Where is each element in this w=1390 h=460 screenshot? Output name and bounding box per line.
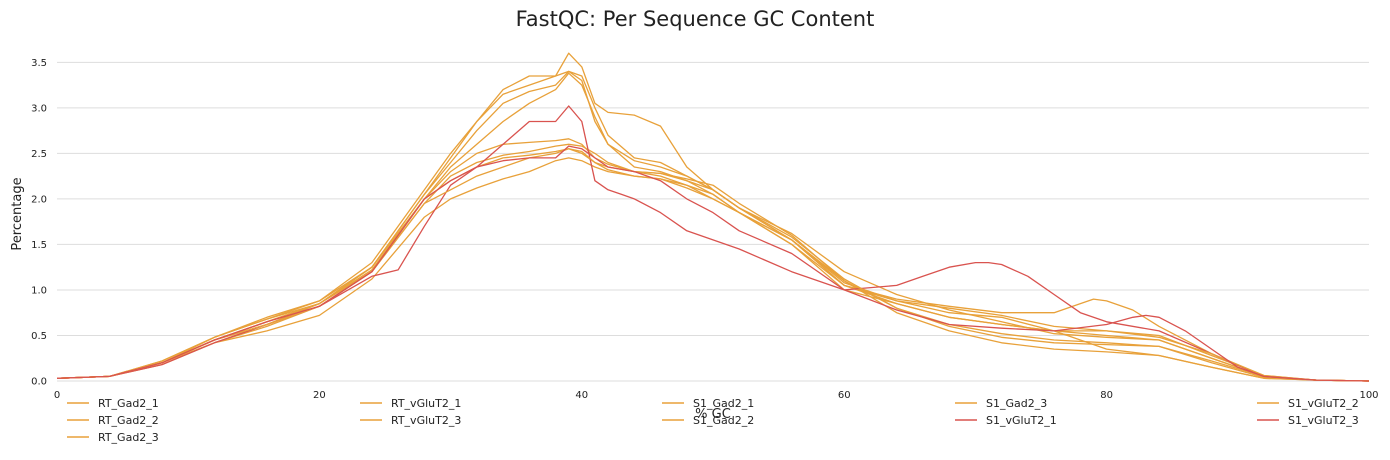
series-line-rt-vglut2-1 bbox=[56, 143, 1370, 382]
legend-label: S1_Gad2_3 bbox=[986, 397, 1047, 410]
legend-label: S1_Gad2_1 bbox=[693, 397, 754, 410]
y-tick-label: 3.5 bbox=[31, 58, 47, 69]
legend-label: S1_vGluT2_2 bbox=[1288, 397, 1359, 410]
y-tick-label: 1.5 bbox=[31, 240, 47, 251]
x-tick-label: 20 bbox=[313, 390, 326, 401]
legend-item-s1-gad2-2[interactable]: S1_Gad2_2 bbox=[662, 414, 754, 427]
x-tick-label: 100 bbox=[1359, 390, 1378, 401]
legend-item-rt-vglut2-1[interactable]: RT_vGluT2_1 bbox=[360, 397, 461, 410]
y-tick-label: 0.5 bbox=[31, 331, 47, 342]
x-tick-label: 40 bbox=[575, 390, 588, 401]
x-tick-labels: 0 20 40 60 80 100 bbox=[54, 390, 1379, 401]
series-line-rt-vglut2-3 bbox=[56, 70, 1370, 382]
legend-item-rt-vglut2-3[interactable]: RT_vGluT2_3 bbox=[360, 414, 461, 427]
legend-label: S1_Gad2_2 bbox=[693, 414, 754, 427]
legend-label: RT_Gad2_1 bbox=[98, 397, 159, 410]
series-lines bbox=[56, 52, 1370, 382]
legend-item-rt-gad2-1[interactable]: RT_Gad2_1 bbox=[67, 397, 159, 410]
legend-label: RT_Gad2_3 bbox=[98, 431, 159, 444]
y-tick-label: 2.5 bbox=[31, 149, 47, 160]
y-tick-label: 1.0 bbox=[31, 285, 47, 296]
legend-item-s1-vglut2-2[interactable]: S1_vGluT2_2 bbox=[1257, 397, 1359, 410]
legend-item-s1-gad2-3[interactable]: S1_Gad2_3 bbox=[955, 397, 1047, 410]
legend-label: S1_vGluT2_3 bbox=[1288, 414, 1359, 427]
legend-item-rt-gad2-3[interactable]: RT_Gad2_3 bbox=[67, 431, 159, 444]
legend-item-s1-gad2-1[interactable]: S1_Gad2_1 bbox=[662, 397, 754, 410]
y-tick-label: 2.0 bbox=[31, 194, 47, 205]
series-line-s1-vglut2-3 bbox=[56, 145, 1370, 382]
series-line-rt-gad2-2 bbox=[56, 138, 1370, 382]
series-line-s1-gad2-3 bbox=[56, 72, 1370, 382]
legend-item-s1-vglut2-1[interactable]: S1_vGluT2_1 bbox=[955, 414, 1057, 427]
series-line-rt-gad2-3 bbox=[56, 148, 1370, 382]
legend: RT_Gad2_1 RT_Gad2_2 RT_Gad2_3 RT_vGluT2_1 RT… bbox=[67, 397, 1359, 444]
x-tick-label: 60 bbox=[838, 390, 851, 401]
legend-label: RT_vGluT2_1 bbox=[391, 397, 461, 410]
x-axis-label: % GC bbox=[695, 407, 731, 422]
x-tick-label: 0 bbox=[54, 390, 60, 401]
legend-item-rt-gad2-2[interactable]: RT_Gad2_2 bbox=[67, 414, 159, 427]
y-tick-label: 0.0 bbox=[31, 377, 47, 388]
y-axis-label: Percentage bbox=[10, 177, 25, 250]
legend-item-s1-vglut2-3[interactable]: S1_vGluT2_3 bbox=[1257, 414, 1359, 427]
series-line-s1-vglut2-2 bbox=[56, 148, 1370, 382]
legend-label: RT_vGluT2_3 bbox=[391, 414, 461, 427]
chart-title: FastQC: Per Sequence GC Content bbox=[516, 7, 875, 31]
legend-label: S1_vGluT2_1 bbox=[986, 414, 1057, 427]
series-line-rt-gad2-1 bbox=[56, 70, 1370, 382]
legend-label: RT_Gad2_2 bbox=[98, 414, 159, 427]
series-line-s1-vglut2-1 bbox=[56, 105, 1370, 382]
x-tick-label: 80 bbox=[1100, 390, 1113, 401]
series-line-s1-gad2-1 bbox=[56, 157, 1370, 382]
y-tick-label: 3.0 bbox=[31, 103, 47, 114]
y-tick-labels: 0.0 0.5 1.0 1.5 2.0 2.5 3.0 3.5 bbox=[31, 58, 47, 388]
series-line-s1-gad2-2 bbox=[56, 52, 1370, 382]
